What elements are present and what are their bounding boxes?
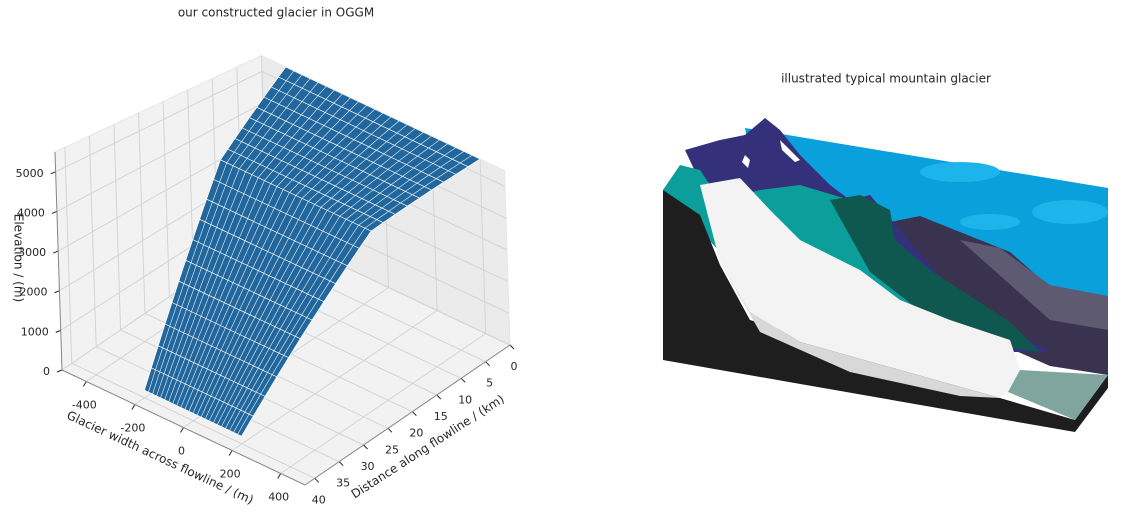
y-tick-label: -400	[72, 399, 97, 412]
x-tick-label: 0	[511, 360, 518, 373]
surface-line	[188, 109, 376, 412]
tick-mark	[51, 210, 58, 214]
surface-line	[160, 82, 319, 399]
z-tick-label: 3000	[18, 246, 46, 259]
x-tick-label: 25	[385, 443, 399, 456]
grid-line	[64, 147, 73, 364]
surface-line	[233, 151, 465, 433]
tick-mark	[509, 344, 515, 350]
surface-line	[212, 132, 424, 423]
x-tick-label: 35	[336, 477, 350, 490]
x-tick-label: 15	[434, 410, 448, 423]
tick-mark	[56, 369, 63, 373]
tick-mark	[50, 171, 56, 175]
surface-line	[148, 70, 295, 393]
surface-line	[152, 74, 303, 395]
surface-line	[216, 135, 432, 425]
z-axis-label: Elevation / (m)	[12, 214, 26, 302]
surface-line	[156, 78, 311, 397]
tick-mark	[277, 473, 282, 479]
tick-mark	[338, 461, 344, 467]
tick-mark	[460, 377, 466, 383]
tick-mark	[314, 477, 320, 483]
x-tick-label: 40	[312, 493, 326, 506]
tick-mark	[131, 404, 136, 410]
glacier-illustration	[663, 118, 1108, 432]
tick-mark	[387, 427, 393, 433]
tick-mark	[180, 427, 184, 433]
tick-mark	[363, 444, 368, 450]
surface-line	[192, 112, 384, 414]
y-tick-label: 200	[220, 468, 241, 481]
grid-line	[113, 124, 122, 331]
surface-line	[225, 143, 448, 429]
y-tick-label: 0	[178, 445, 185, 458]
surface-line	[144, 66, 286, 391]
grid-line	[162, 101, 170, 297]
surface-line	[204, 124, 408, 420]
surface-line	[176, 97, 351, 406]
surface-line	[208, 128, 416, 422]
surface-line	[184, 105, 367, 410]
tick-mark	[82, 381, 87, 387]
chart-title: our constructed glacier in OGGM	[178, 6, 374, 20]
surface-line	[221, 139, 440, 427]
surface-line	[168, 89, 335, 402]
surface-line	[196, 116, 392, 416]
plot-3d: 010002000300040005000-400-20002004000510…	[16, 54, 518, 506]
x-tick-label: 5	[486, 377, 493, 390]
z-tick-label: 4000	[17, 206, 45, 219]
surface-line	[180, 101, 359, 408]
tick-mark	[54, 290, 60, 294]
grid-line	[479, 159, 487, 334]
surface-line	[241, 158, 481, 437]
grid-line	[138, 112, 146, 314]
z-tick-label: 5000	[16, 167, 44, 180]
tick-mark	[436, 394, 442, 400]
surface-line	[200, 120, 400, 418]
axis-line	[61, 369, 306, 486]
tick-mark	[485, 361, 490, 367]
x-tick-label: 10	[458, 393, 472, 406]
surface-line	[172, 93, 343, 404]
axis-line	[304, 344, 511, 486]
tick-mark	[52, 250, 59, 254]
surface-line	[164, 86, 327, 400]
tick-mark	[412, 411, 417, 417]
illustration-title: illustrated typical mountain glacier	[781, 72, 991, 86]
y-tick-label: -200	[120, 422, 145, 435]
surface-line	[237, 155, 473, 435]
grid-line	[88, 135, 97, 347]
z-tick-label: 2000	[19, 286, 47, 299]
z-tick-label: 0	[43, 365, 50, 378]
x-tick-label: 30	[361, 460, 375, 473]
tick-mark	[228, 450, 233, 456]
y-tick-label: 400	[268, 491, 289, 504]
x-tick-label: 20	[409, 427, 423, 440]
grid-line	[71, 362, 315, 479]
axis-line	[54, 151, 63, 371]
tick-mark	[55, 329, 61, 333]
z-tick-label: 1000	[21, 325, 49, 338]
surface-line	[229, 147, 456, 431]
